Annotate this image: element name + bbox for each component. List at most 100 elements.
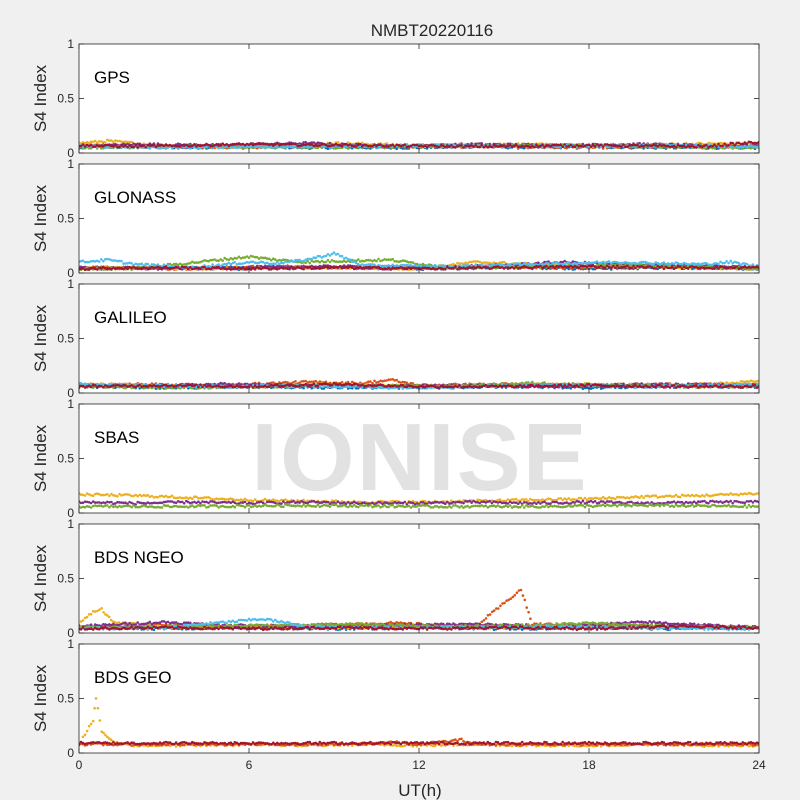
data-point: [326, 266, 330, 269]
data-point: [654, 265, 658, 268]
data-point: [322, 255, 326, 258]
data-point: [249, 268, 253, 271]
data-point: [150, 263, 154, 266]
data-point: [369, 144, 372, 148]
data-point: [688, 145, 692, 148]
data-point: [618, 266, 621, 270]
data-point: [476, 265, 480, 269]
data-point: [391, 145, 395, 148]
data-point: [172, 266, 176, 270]
data-point: [215, 143, 218, 146]
data-point: [709, 142, 712, 145]
data-point: [614, 263, 617, 267]
data-point: [654, 144, 658, 147]
data-point: [440, 143, 443, 147]
data-point: [555, 145, 558, 149]
data-point: [561, 262, 564, 266]
data-point: [79, 142, 83, 145]
data-point: [312, 265, 316, 269]
data-point: [518, 145, 522, 148]
data-point: [272, 146, 275, 149]
data-point: [302, 267, 305, 271]
data-point: [136, 142, 139, 146]
data-point: [628, 266, 631, 270]
data-point: [427, 266, 431, 270]
data-point: [231, 257, 235, 261]
data-point: [191, 144, 194, 147]
data-point: [142, 144, 146, 147]
data-point: [616, 261, 619, 264]
data-point: [555, 261, 558, 264]
data-point: [328, 141, 332, 145]
data-point: [344, 145, 348, 148]
data-point: [178, 262, 182, 266]
data-point: [466, 262, 469, 265]
data-point: [381, 259, 384, 262]
data-point: [709, 263, 712, 267]
data-point: [261, 266, 265, 269]
data-point: [292, 260, 295, 264]
data-point: [130, 266, 133, 270]
data-point: [146, 146, 150, 149]
data-point: [575, 265, 579, 269]
data-point: [160, 266, 164, 270]
data-point: [346, 146, 350, 150]
data-point: [658, 145, 662, 149]
data-point: [195, 261, 198, 264]
data-point: [300, 267, 303, 270]
data-point: [674, 266, 678, 270]
data-point: [126, 142, 129, 146]
data-point: [215, 259, 218, 262]
data-point: [367, 258, 370, 262]
data-point: [322, 266, 326, 269]
data-point: [280, 143, 283, 146]
data-point: [581, 262, 585, 265]
data-point: [237, 266, 241, 269]
data-point: [144, 266, 148, 270]
data-point: [403, 143, 407, 146]
data-point: [156, 268, 160, 271]
data-point: [124, 262, 127, 265]
data-point: [211, 263, 214, 266]
data-point: [745, 262, 749, 266]
data-point: [529, 263, 532, 267]
data-point: [100, 144, 103, 148]
data-point: [85, 140, 89, 144]
data-point: [97, 266, 101, 269]
data-point: [567, 261, 571, 264]
data-point: [259, 256, 263, 259]
data-point: [474, 144, 478, 147]
data-point: [239, 257, 243, 260]
data-point: [452, 145, 455, 149]
data-point: [83, 268, 87, 272]
data-point: [176, 266, 180, 269]
data-point: [377, 143, 380, 146]
data-point: [367, 265, 370, 269]
data-point: [512, 145, 516, 148]
data-point: [458, 262, 461, 265]
data-point: [626, 264, 629, 268]
data-point: [245, 260, 249, 264]
data-point: [267, 143, 271, 147]
data-point: [164, 265, 168, 268]
data-point: [316, 386, 320, 390]
data-point: [217, 144, 220, 147]
data-point: [128, 140, 131, 144]
data-point: [581, 264, 585, 268]
data-point: [628, 264, 631, 267]
data-point: [363, 264, 366, 267]
data-point: [597, 265, 601, 269]
data-point: [318, 260, 322, 264]
data-point: [466, 144, 469, 148]
data-point: [488, 142, 492, 146]
data-point: [235, 142, 239, 146]
data-point: [389, 144, 393, 147]
data-point: [520, 265, 524, 269]
data-point: [259, 145, 263, 149]
data-point: [85, 143, 89, 147]
data-point: [243, 256, 247, 259]
data-point: [371, 266, 374, 269]
data-point: [741, 145, 745, 149]
data-point: [527, 145, 530, 148]
data-point: [494, 142, 498, 146]
